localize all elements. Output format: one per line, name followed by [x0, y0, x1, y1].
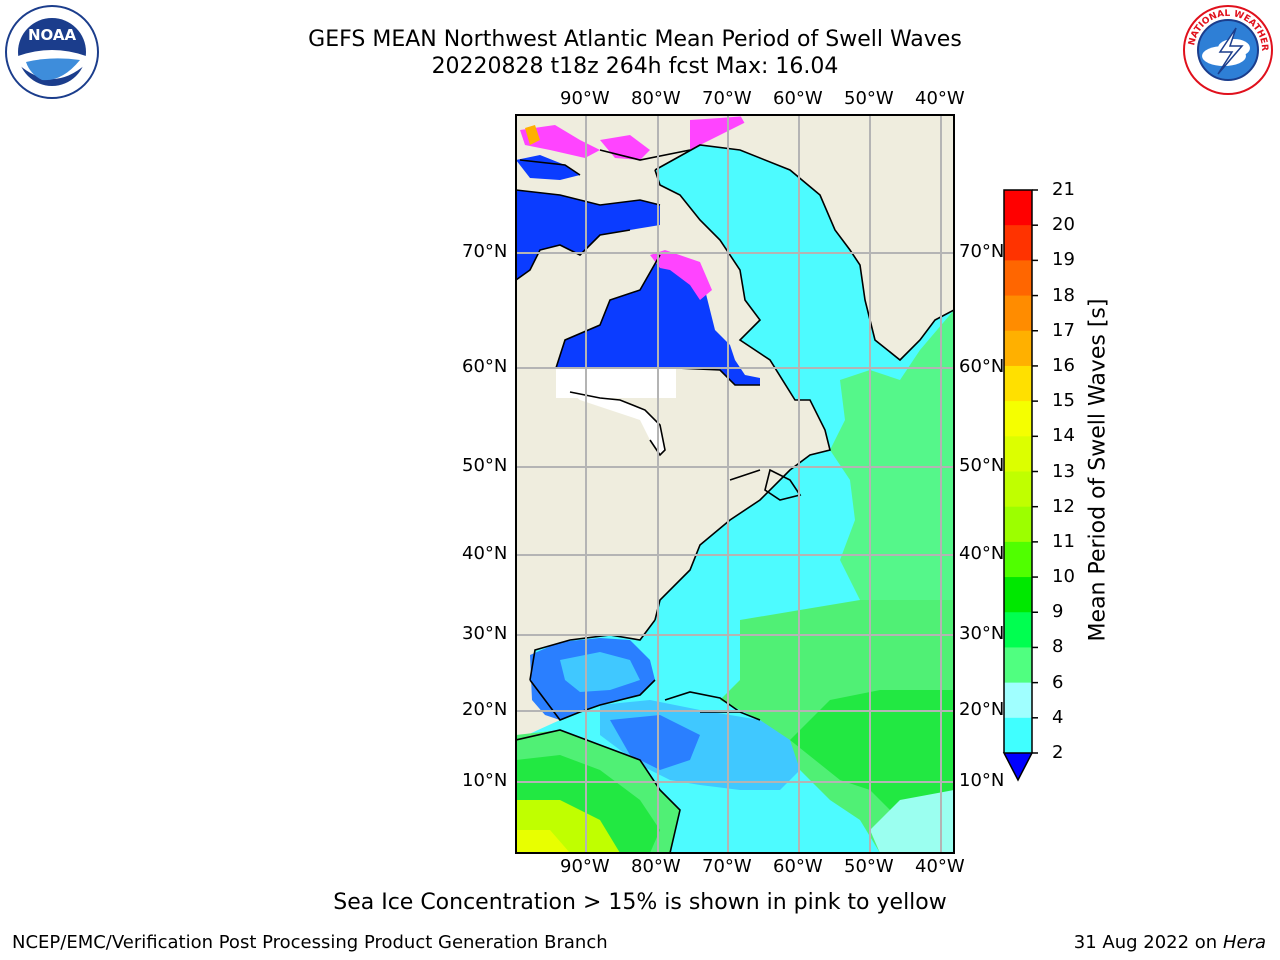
lat-label-left: 40°N — [462, 543, 508, 564]
lon-label-bottom: 50°W — [844, 856, 894, 877]
colorbar-segment — [1004, 577, 1032, 613]
lat-label-left: 30°N — [462, 623, 508, 644]
lat-label-right: 30°N — [959, 623, 1005, 644]
colorbar-tick-label: 2 — [1052, 742, 1064, 763]
colorbar-tick-label: 17 — [1052, 319, 1075, 341]
lat-label-left: 50°N — [462, 455, 508, 476]
colorbar-segment — [1004, 506, 1032, 543]
lon-label-bottom: 70°W — [702, 856, 752, 877]
noaa-logo: NOAA — [5, 5, 99, 99]
lat-label-left: 70°N — [462, 241, 508, 262]
graticule — [516, 115, 954, 853]
colorbar-tick-label: 10 — [1052, 566, 1075, 588]
lon-label-bottom: 80°W — [631, 856, 681, 877]
lon-label-bottom: 40°W — [915, 856, 965, 877]
colorbar-segment — [1004, 190, 1032, 226]
colorbar-segment — [1004, 225, 1032, 261]
colorbar-tick-label: 4 — [1052, 706, 1064, 728]
chart-subtitle: 20220828 t18z 264h fcst Max: 16.04 — [431, 54, 839, 79]
ice-hudson-north — [650, 250, 712, 300]
colorbar-extend-arrow — [1002, 752, 1034, 782]
colorbar-segment — [1004, 295, 1032, 332]
colorbar-tick-label: 21 — [1052, 179, 1075, 200]
lon-label-top: 50°W — [844, 88, 894, 109]
colorbar-segment — [1004, 612, 1032, 648]
colorbar-segment — [1004, 401, 1032, 437]
colorbar-tick-label: 6 — [1052, 671, 1064, 693]
sea-ice-note: Sea Ice Concentration > 15% is shown in … — [333, 890, 947, 915]
colorbar-tick-label: 11 — [1052, 530, 1075, 552]
lon-label-bottom: 90°W — [560, 856, 610, 877]
colorbar-segment — [1004, 647, 1032, 684]
ocean-green-east — [830, 310, 954, 620]
lat-label-right: 10°N — [959, 770, 1005, 791]
colorbar-tick-label: 9 — [1052, 601, 1064, 623]
chart-title: GEFS MEAN Northwest Atlantic Mean Period… — [308, 27, 962, 52]
colorbar-segment — [1004, 436, 1032, 472]
colorbar-tick-label: 12 — [1052, 495, 1075, 517]
colorbar — [1002, 189, 1038, 782]
lon-label-top: 70°W — [702, 88, 752, 109]
lat-label-left: 60°N — [462, 356, 508, 377]
lon-label-bottom: 60°W — [773, 856, 823, 877]
lat-label-left: 10°N — [462, 770, 508, 791]
colorbar-segment — [1004, 682, 1032, 719]
footer-credit: NCEP/EMC/Verification Post Processing Pr… — [12, 932, 608, 953]
footer-date: 31 Aug 2022 on Hera — [1073, 932, 1266, 953]
lon-label-top: 60°W — [773, 88, 823, 109]
colorbar-segment — [1004, 260, 1032, 297]
nws-logo: NATIONAL WEATHER SERVICE — [1180, 2, 1273, 95]
lon-label-top: 80°W — [631, 88, 681, 109]
colorbar-tick-label: 16 — [1052, 354, 1075, 376]
colorbar-tick-label: 8 — [1052, 636, 1064, 658]
colorbar-segment — [1004, 541, 1032, 578]
colorbar-tick-label: 19 — [1052, 249, 1075, 271]
lon-label-top: 40°W — [915, 88, 965, 109]
lat-label-left: 20°N — [462, 699, 508, 720]
ocean-arctic-channels — [516, 190, 660, 280]
lat-label-right: 50°N — [959, 455, 1005, 476]
lat-label-right: 20°N — [959, 699, 1005, 720]
lat-label-right: 70°N — [959, 241, 1005, 262]
colorbar-segment — [1004, 471, 1032, 508]
colorbar-tick-label: 15 — [1052, 390, 1075, 412]
lat-label-right: 40°N — [959, 543, 1005, 564]
footer-host: Hera — [1222, 932, 1266, 953]
lat-label-right: 60°N — [959, 356, 1005, 377]
colorbar-tick-label: 13 — [1052, 460, 1075, 482]
colorbar-segment — [1004, 717, 1032, 754]
colorbar-segment — [1004, 365, 1032, 402]
greenland-land — [740, 115, 954, 360]
colorbar-label: Mean Period of Swell Waves [s] — [1085, 298, 1111, 642]
colorbar-tick-label: 14 — [1052, 425, 1075, 447]
svg-text:NOAA: NOAA — [28, 26, 77, 44]
colorbar-tick-label: 20 — [1052, 214, 1075, 236]
map-frame — [515, 114, 955, 854]
colorbar-tick-label: 18 — [1052, 284, 1075, 306]
colorbar-segment — [1004, 330, 1032, 367]
lon-label-top: 90°W — [560, 88, 610, 109]
